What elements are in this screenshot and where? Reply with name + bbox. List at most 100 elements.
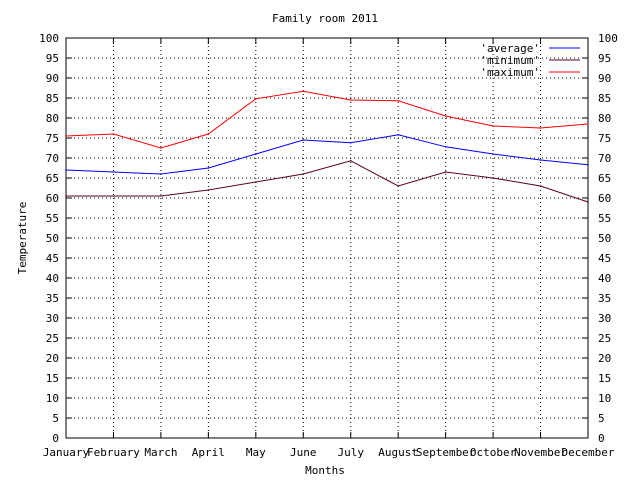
series-1 bbox=[65, 160, 589, 203]
data-point bbox=[302, 139, 305, 141]
data-point bbox=[302, 173, 305, 175]
series-lines bbox=[65, 90, 589, 203]
y-tick-label-right: 60 bbox=[598, 192, 611, 205]
y-tick-label-right: 95 bbox=[598, 52, 611, 65]
x-tick-label: November bbox=[514, 446, 567, 459]
x-tick-label: May bbox=[246, 446, 266, 459]
y-tick-label-right: 45 bbox=[598, 252, 611, 265]
data-point bbox=[65, 195, 67, 197]
legend-label: 'average' bbox=[480, 42, 540, 55]
y-tick-label-left: 10 bbox=[46, 392, 59, 405]
series-0 bbox=[65, 134, 589, 175]
data-point bbox=[349, 99, 352, 101]
legend: 'average''minimum''maximum' bbox=[480, 42, 580, 79]
y-tick-label-right: 75 bbox=[598, 132, 611, 145]
legend-label: 'minimum' bbox=[480, 54, 540, 67]
data-point bbox=[492, 177, 494, 179]
series-line bbox=[66, 160, 589, 203]
data-point bbox=[444, 146, 447, 148]
data-point bbox=[207, 167, 210, 169]
y-tick-label-left: 20 bbox=[46, 352, 59, 365]
y-tick-label-right: 10 bbox=[598, 392, 611, 405]
data-point bbox=[587, 164, 589, 166]
y-tick-label-right: 15 bbox=[598, 372, 611, 385]
y-tick-label-left: 75 bbox=[46, 132, 59, 145]
axis-ticks bbox=[65, 37, 589, 439]
data-point bbox=[539, 159, 542, 161]
y-tick-label-right: 5 bbox=[598, 412, 605, 425]
x-tick-label: March bbox=[144, 446, 177, 459]
data-point bbox=[397, 185, 399, 187]
data-point bbox=[397, 134, 399, 136]
y-tick-label-left: 100 bbox=[39, 32, 59, 45]
series-2 bbox=[65, 90, 589, 149]
data-point bbox=[539, 185, 542, 187]
data-point bbox=[397, 100, 399, 102]
data-point bbox=[492, 125, 494, 127]
data-point bbox=[255, 153, 257, 155]
data-point bbox=[349, 160, 352, 162]
data-point bbox=[207, 189, 210, 191]
x-tick-label: June bbox=[290, 446, 317, 459]
x-tick-label: July bbox=[337, 446, 364, 459]
x-axis-label: Months bbox=[305, 464, 345, 477]
legend-label: 'maximum' bbox=[480, 66, 540, 79]
data-point bbox=[587, 123, 589, 125]
data-point bbox=[539, 127, 542, 129]
x-tick-label: February bbox=[87, 446, 140, 459]
y-tick-label-right: 65 bbox=[598, 172, 611, 185]
data-point bbox=[112, 195, 115, 197]
data-point bbox=[65, 169, 67, 171]
y-tick-label-left: 35 bbox=[46, 292, 59, 305]
x-tick-label: January bbox=[43, 446, 90, 459]
data-point bbox=[492, 153, 494, 155]
y-tick-label-left: 40 bbox=[46, 272, 59, 285]
y-tick-label-right: 100 bbox=[598, 32, 618, 45]
data-point bbox=[255, 181, 257, 183]
y-tick-label-left: 50 bbox=[46, 232, 59, 245]
y-tick-label-left: 80 bbox=[46, 112, 59, 125]
y-tick-label-right: 40 bbox=[598, 272, 611, 285]
y-tick-label-right: 25 bbox=[598, 332, 611, 345]
y-axis-left-tick-labels: 0 5 10 15 20 25 30 35 40 45 50 55 60 65 70 75 80 85 90 95 10… bbox=[39, 32, 59, 445]
y-axis-label: Temperature bbox=[16, 202, 29, 275]
data-point bbox=[207, 133, 210, 135]
grid-lines bbox=[66, 38, 588, 438]
x-tick-label: April bbox=[192, 446, 225, 459]
y-tick-label-left: 95 bbox=[46, 52, 59, 65]
series-line bbox=[65, 134, 589, 175]
y-tick-label-right: 90 bbox=[598, 72, 611, 85]
y-tick-label-left: 0 bbox=[52, 432, 59, 445]
series-line bbox=[65, 90, 589, 149]
y-tick-label-left: 90 bbox=[46, 72, 59, 85]
y-tick-label-left: 60 bbox=[46, 192, 59, 205]
data-point bbox=[255, 98, 257, 100]
data-point bbox=[444, 171, 447, 173]
y-tick-label-left: 45 bbox=[46, 252, 59, 265]
y-tick-label-left: 15 bbox=[46, 372, 59, 385]
y-tick-label-left: 70 bbox=[46, 152, 59, 165]
x-tick-label: October bbox=[470, 446, 517, 459]
x-tick-label: August bbox=[378, 446, 418, 459]
y-tick-label-right: 35 bbox=[598, 292, 611, 305]
data-point bbox=[112, 171, 115, 173]
y-tick-label-left: 25 bbox=[46, 332, 59, 345]
data-point bbox=[587, 201, 589, 203]
y-tick-label-right: 85 bbox=[598, 92, 611, 105]
y-tick-label-right: 80 bbox=[598, 112, 611, 125]
x-tick-label: December bbox=[562, 446, 615, 459]
y-axis-right-tick-labels: 0 5 10 15 20 25 30 35 40 45 50 55 60 65 70 75 80 85 90 95 10… bbox=[598, 32, 618, 445]
y-tick-label-right: 55 bbox=[598, 212, 611, 225]
y-tick-label-right: 0 bbox=[598, 432, 605, 445]
data-point bbox=[302, 90, 305, 92]
data-point bbox=[112, 133, 115, 135]
data-point bbox=[160, 173, 162, 175]
data-point bbox=[65, 135, 67, 137]
y-tick-label-right: 30 bbox=[598, 312, 611, 325]
y-tick-label-left: 30 bbox=[46, 312, 59, 325]
data-point bbox=[444, 115, 447, 117]
data-point bbox=[160, 195, 162, 197]
data-point bbox=[160, 147, 162, 149]
y-tick-label-left: 65 bbox=[46, 172, 59, 185]
